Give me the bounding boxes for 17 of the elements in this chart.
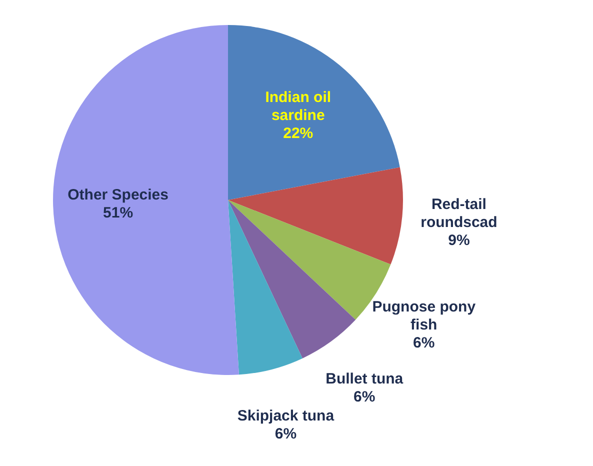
- data-label: 6%: [274, 426, 297, 443]
- data-label: 22%: [283, 125, 314, 142]
- slice-label: Skipjack tuna: [237, 408, 335, 425]
- pie-slice: [228, 200, 303, 375]
- pie-slice: [228, 25, 400, 200]
- slice-label: Bullet tuna: [326, 370, 404, 388]
- pie-slice: [228, 200, 356, 358]
- data-label: 9%: [448, 232, 470, 249]
- pie-slice: [228, 167, 403, 264]
- data-label: 6%: [354, 388, 376, 406]
- data-label: 51%: [103, 204, 134, 222]
- slice-label: Other Species: [68, 186, 168, 204]
- data-label: 6%: [413, 334, 435, 352]
- slice-label: Red-tail roundscad: [420, 196, 498, 231]
- slice-label: Indian oil sardine: [265, 89, 332, 124]
- pie-slice: [53, 25, 239, 375]
- slice-label: Pugnose pony fish: [372, 298, 476, 334]
